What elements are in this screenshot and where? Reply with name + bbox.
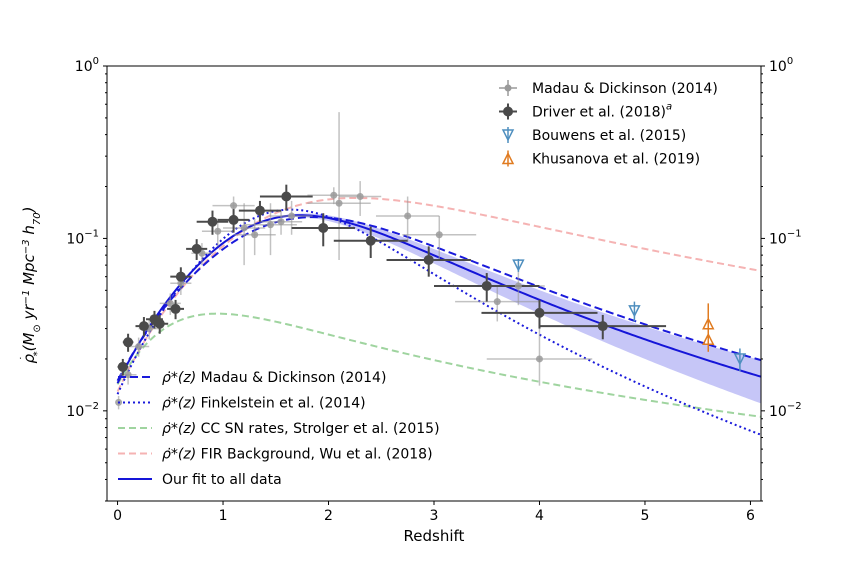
strolger-curve [116,312,761,418]
driver-point [318,222,329,233]
madau-point [356,193,364,201]
driver-point [281,191,292,202]
legend-label-madau: Madau & Dickinson (2014) [532,81,718,97]
y-tick-label-left: 10−1 [66,228,99,247]
legend-entry-bouwens: Bouwens et al. (2015) [501,127,686,144]
madau-point [251,231,259,239]
driver-point [175,271,186,282]
madau-point [288,212,296,220]
legend-bottom-left: ρ̇*(z) Madau & Dickinson (2014) ρ̇*(z) Fi… [118,370,440,488]
khusanova-point [702,332,715,346]
driver-point [365,235,376,246]
legend-entry-khusanova: Khusanova et al. (2019) [501,150,700,168]
madau-point [267,221,274,229]
legend-marker [504,84,512,92]
madau-errorbar [307,112,371,260]
y-tick-label-left: 10−2 [66,401,99,420]
madau-point [230,202,238,210]
legend-label-fit_curve: Our fit to all data [162,472,282,488]
madau-point [135,343,143,351]
legend-entry-madau: Madau & Dickinson (2014) [499,80,718,97]
driver-point [207,216,218,227]
madau-point [514,282,522,290]
madau-point [335,199,343,207]
driver-point [481,280,492,291]
x-axis-ticks: 0 1 2 3 4 5 6 [113,501,755,524]
driver-point [534,307,545,318]
x-tick-label: 4 [535,508,544,524]
driver-point [138,321,149,332]
legend-entry-wu_curve: ρ̇*(z) FIR Background, Wu et al. (2018) [118,447,433,463]
wu-curve [116,196,761,393]
legend-entry-strolger_curve: ρ̇*(z) CC SN rates, Strolger et al. (201… [118,421,440,437]
driver-point [117,361,128,372]
finkelstein-curve [116,208,761,436]
madau-point [166,299,174,307]
y-tick-label-right: 10−1 [769,228,802,247]
madau-point [124,371,132,379]
legend-entry-fink_curve: ρ̇*(z) Finkelstein et al. (2014) [118,396,366,412]
driver-point [191,243,202,254]
khusanova-point [702,317,715,330]
madau-point [535,355,543,363]
legend-marker [503,106,513,117]
madau-point [330,191,338,199]
legend-label-khusanova: Khusanova et al. (2019) [532,152,700,168]
madau-point [214,227,222,235]
legend-marker [501,129,515,142]
legend-label-strolger_curve: ρ̇*(z) CC SN rates, Strolger et al. (201… [162,421,440,437]
driver-point [154,318,165,329]
bouwens-point [733,353,747,366]
legend-top-right: Madau & Dickinson (2014) Driver et al. (2… [499,80,718,168]
y-tick-label-right: 10−2 [769,401,802,420]
legend-label-fink_curve: ρ̇*(z) Finkelstein et al. (2014) [162,396,366,412]
legend-marker [501,151,515,165]
driver-point [170,303,181,314]
legend-label-wu_curve: ρ̇*(z) FIR Background, Wu et al. (2018) [162,447,433,463]
legend-label-md_curve: ρ̇*(z) Madau & Dickinson (2014) [162,370,386,386]
madau-point [240,224,248,232]
y-tick-label-left: 100 [75,56,99,75]
y-tick-label-right: 100 [769,56,793,75]
legend-label-driver: Driver et al. (2018)a [532,102,672,121]
x-tick-label: 5 [641,508,650,524]
x-tick-label: 0 [113,508,122,524]
bouwens-point [628,305,641,318]
x-tick-label: 3 [430,508,439,524]
legend-entry-md_curve: ρ̇*(z) Madau & Dickinson (2014) [118,370,386,386]
driver-point [423,254,434,265]
madau-point [435,231,443,239]
madau-point [177,279,185,287]
legend-entry-fit_curve: Our fit to all data [118,472,282,488]
x-tick-label: 1 [219,508,228,524]
madau-point [277,218,285,226]
legend-label-bouwens: Bouwens et al. (2015) [532,128,686,144]
driver-point [597,321,608,332]
bouwens-point [512,259,525,272]
driver-point [254,205,265,216]
data-points-layer [115,191,747,406]
madau-point [493,298,501,306]
y-axis-ticks: 10−2 10−2 10−1 10−1 100 100 [66,56,802,502]
y-axis-label: ρ˙*(M⊙ yr−1 Mpc−3 h70) [18,207,43,364]
x-tick-label: 2 [324,508,333,524]
driver-point [228,214,239,225]
madau-point [404,212,412,220]
x-axis-label: Redshift [404,527,465,545]
x-tick-label: 6 [746,508,755,524]
driver-point [123,337,134,348]
legend-entry-driver: Driver et al. (2018)a [499,102,672,121]
